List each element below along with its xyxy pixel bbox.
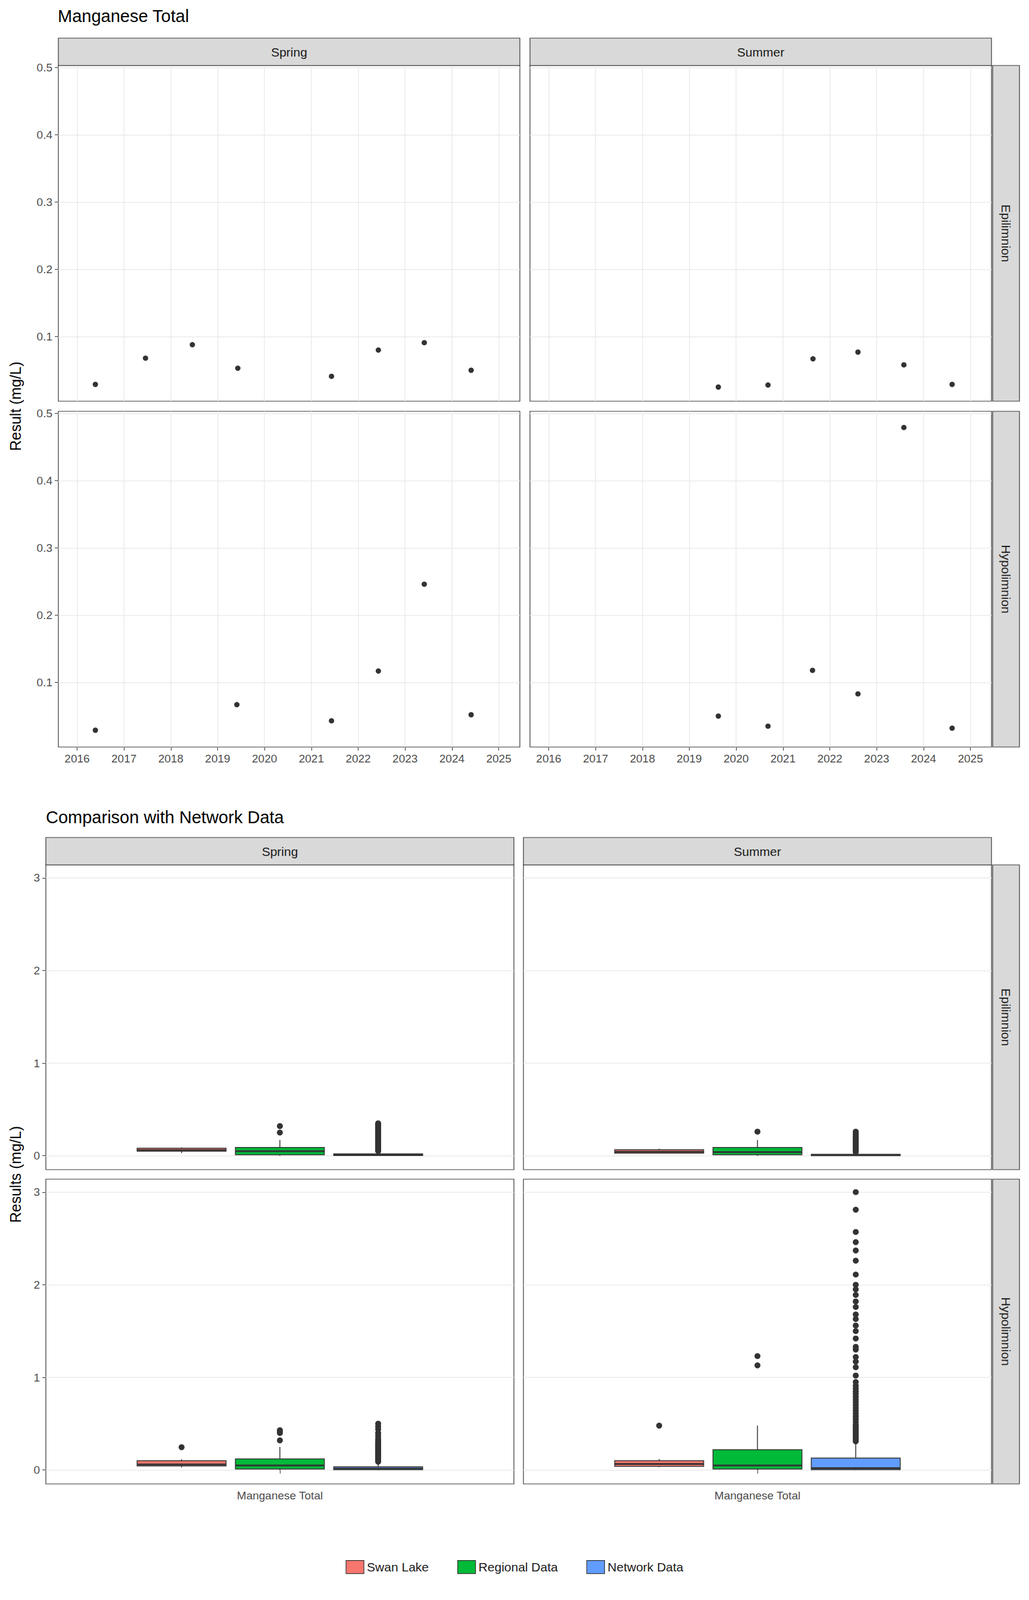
svg-text:2023: 2023 — [864, 752, 890, 766]
svg-text:2016: 2016 — [64, 752, 90, 766]
svg-text:Regional Data: Regional Data — [478, 1560, 558, 1575]
svg-text:1: 1 — [33, 1057, 40, 1071]
svg-text:Epilimnion: Epilimnion — [999, 989, 1013, 1047]
svg-text:2017: 2017 — [111, 752, 137, 766]
svg-text:0: 0 — [33, 1464, 40, 1477]
svg-text:2019: 2019 — [676, 752, 702, 766]
svg-text:0.4: 0.4 — [36, 128, 53, 142]
svg-text:0.2: 0.2 — [36, 609, 53, 622]
svg-text:Spring: Spring — [262, 844, 299, 859]
svg-text:2018: 2018 — [158, 752, 184, 766]
svg-text:1: 1 — [33, 1372, 40, 1385]
svg-text:2024: 2024 — [439, 752, 466, 766]
svg-text:Result (mg/L): Result (mg/L) — [7, 361, 24, 451]
svg-text:0.3: 0.3 — [36, 541, 53, 555]
svg-text:2019: 2019 — [204, 752, 230, 766]
svg-text:2021: 2021 — [770, 752, 796, 766]
svg-text:0: 0 — [33, 1149, 40, 1163]
svg-text:0.1: 0.1 — [36, 676, 53, 689]
svg-text:Results (mg/L): Results (mg/L) — [7, 1126, 24, 1224]
svg-text:0.1: 0.1 — [36, 330, 53, 343]
svg-text:Hypolimnion: Hypolimnion — [999, 1297, 1013, 1367]
svg-text:2025: 2025 — [957, 752, 983, 766]
svg-text:Network Data: Network Data — [607, 1560, 684, 1575]
svg-text:Manganese Total: Manganese Total — [237, 1489, 323, 1503]
svg-text:2016: 2016 — [535, 752, 561, 766]
svg-text:0.4: 0.4 — [36, 474, 53, 488]
svg-text:2020: 2020 — [723, 752, 749, 766]
svg-text:2017: 2017 — [582, 752, 608, 766]
svg-text:0.5: 0.5 — [36, 407, 53, 420]
svg-text:2024: 2024 — [911, 752, 937, 766]
svg-text:Swan Lake: Swan Lake — [366, 1560, 429, 1575]
svg-text:Spring: Spring — [270, 45, 308, 59]
svg-text:2023: 2023 — [392, 752, 418, 766]
svg-text:0.3: 0.3 — [36, 195, 53, 209]
svg-text:2: 2 — [33, 1279, 40, 1292]
svg-text:2022: 2022 — [345, 752, 371, 766]
svg-text:2: 2 — [33, 964, 40, 978]
svg-text:0.5: 0.5 — [36, 61, 53, 74]
svg-text:Summer: Summer — [733, 844, 781, 859]
svg-text:2020: 2020 — [251, 752, 277, 766]
svg-text:2018: 2018 — [630, 752, 656, 766]
svg-text:Hypolimnion: Hypolimnion — [999, 544, 1013, 614]
svg-text:Comparison with Network Data: Comparison with Network Data — [45, 808, 285, 828]
svg-text:Manganese Total: Manganese Total — [714, 1489, 801, 1503]
svg-text:Epilimnion: Epilimnion — [999, 204, 1013, 263]
svg-text:2022: 2022 — [817, 752, 843, 766]
svg-text:2025: 2025 — [485, 752, 511, 766]
svg-text:3: 3 — [33, 1186, 40, 1199]
svg-text:3: 3 — [33, 871, 40, 885]
svg-text:0.2: 0.2 — [36, 263, 53, 276]
svg-text:2021: 2021 — [298, 752, 324, 766]
svg-text:Summer: Summer — [737, 45, 785, 59]
svg-text:Manganese Total: Manganese Total — [57, 6, 189, 26]
